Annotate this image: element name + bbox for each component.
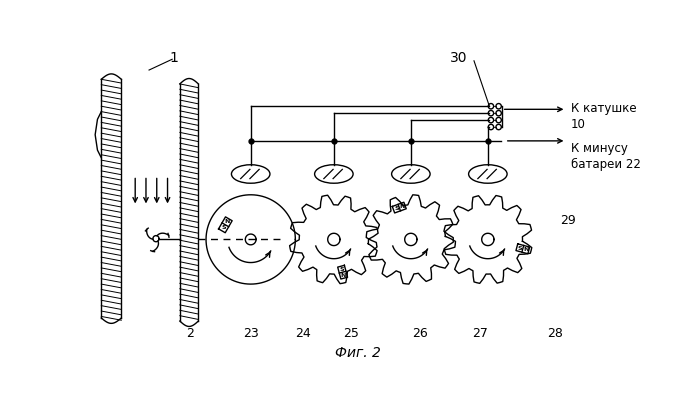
Text: К катушке
10: К катушке 10: [571, 102, 637, 131]
Text: 23: 23: [243, 327, 258, 340]
Text: N: N: [523, 247, 528, 252]
Text: 26: 26: [413, 327, 428, 340]
Text: 2: 2: [186, 327, 194, 340]
Text: 30: 30: [450, 51, 468, 65]
Text: 28: 28: [547, 327, 563, 340]
Text: 25: 25: [343, 327, 359, 340]
Text: К минусу
батареи 22: К минусу батареи 22: [571, 142, 641, 171]
Text: 27: 27: [473, 327, 488, 340]
Text: S: S: [517, 246, 522, 250]
Text: Фиг. 2: Фиг. 2: [335, 346, 380, 360]
Text: 29: 29: [560, 214, 576, 227]
Text: 1: 1: [169, 51, 178, 65]
Text: N: N: [399, 204, 405, 209]
Text: N: N: [341, 273, 346, 278]
Text: S: S: [339, 267, 344, 272]
Text: S: S: [221, 225, 226, 230]
Text: 24: 24: [295, 327, 311, 340]
Text: S: S: [394, 206, 399, 211]
Text: N: N: [224, 219, 230, 224]
